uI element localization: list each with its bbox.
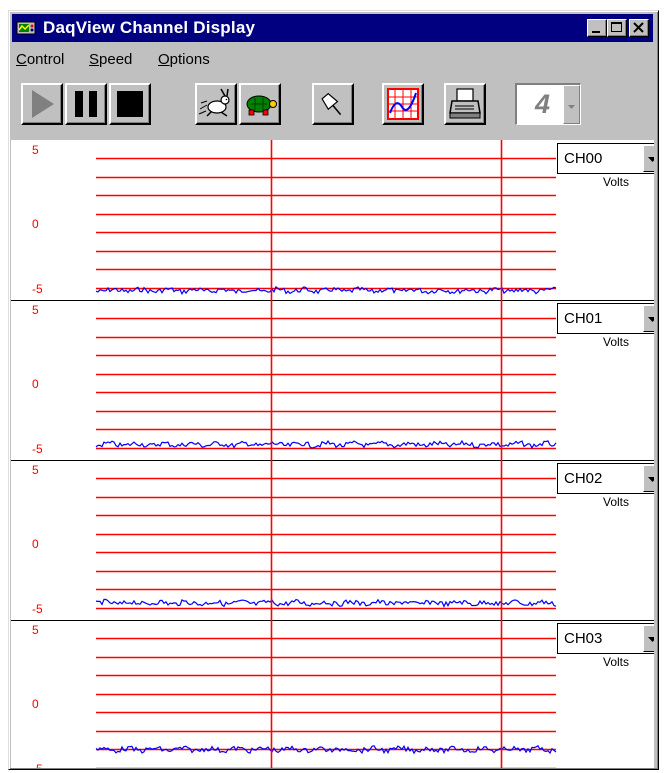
y-axis-label: 5 bbox=[32, 143, 39, 157]
y-axis-label: 5 bbox=[32, 463, 39, 477]
channel-units: Volts bbox=[603, 495, 630, 509]
rate-selector[interactable]: 4 bbox=[515, 83, 581, 125]
turtle-slow-icon bbox=[246, 95, 277, 116]
print-button[interactable] bbox=[444, 83, 486, 125]
channel-strip-ch03 bbox=[11, 620, 654, 768]
play-icon bbox=[32, 90, 54, 118]
y-axis-label: -5 bbox=[32, 602, 43, 616]
channel-select-ch02[interactable]: CH02 bbox=[557, 463, 654, 494]
start-button[interactable] bbox=[21, 83, 63, 125]
chevron-down-icon bbox=[648, 317, 654, 322]
y-axis-label: 0 bbox=[32, 537, 39, 551]
menu-options[interactable]: Options bbox=[158, 51, 210, 68]
channel-units: Volts bbox=[603, 335, 630, 349]
stop-icon bbox=[117, 91, 143, 117]
channel-select-ch03[interactable]: CH03 bbox=[557, 623, 654, 654]
channel-display-area: 5 0 -5 CH00 Volts 5 0 -5 CH01 Volts 5 0 -5 CH02 Volts 5… bbox=[11, 140, 654, 768]
pause-button[interactable] bbox=[65, 83, 107, 125]
y-axis-label: 5 bbox=[32, 303, 39, 317]
chevron-down-icon bbox=[568, 105, 575, 109]
chevron-down-icon bbox=[648, 157, 654, 162]
y-axis-label: -5 bbox=[32, 442, 43, 456]
signal-trace-ch02 bbox=[95, 598, 557, 608]
slower-button[interactable] bbox=[239, 83, 281, 125]
channel-strip-ch00 bbox=[95, 157, 557, 296]
y-axis-label: 5 bbox=[32, 623, 39, 637]
channel-name: CH00 bbox=[564, 150, 603, 167]
chevron-down-icon bbox=[648, 477, 654, 482]
close-icon bbox=[633, 22, 644, 33]
channel-select-ch01[interactable]: CH01 bbox=[557, 303, 654, 334]
strip-chart bbox=[11, 140, 654, 768]
channel-units: Volts bbox=[603, 655, 630, 669]
printer-icon bbox=[449, 88, 481, 119]
y-axis-label: -5 bbox=[32, 282, 43, 296]
signal-trace-ch00 bbox=[95, 285, 557, 296]
channel-strip-ch01 bbox=[11, 300, 654, 450]
channel-units: Volts bbox=[603, 175, 630, 189]
pin-button[interactable] bbox=[312, 83, 354, 125]
channel-dropdown-button[interactable] bbox=[643, 305, 654, 332]
y-axis-label: 0 bbox=[32, 697, 39, 711]
maximize-button[interactable] bbox=[607, 19, 627, 37]
chevron-down-icon bbox=[648, 637, 654, 642]
signal-trace-ch01 bbox=[95, 439, 557, 450]
faster-button[interactable] bbox=[195, 83, 237, 125]
minimize-icon bbox=[592, 31, 600, 33]
menu-bar: Control Speed Options bbox=[12, 44, 653, 72]
rate-value: 4 bbox=[535, 89, 551, 119]
chart-graph-icon bbox=[387, 88, 419, 120]
channel-name: CH01 bbox=[564, 310, 603, 327]
rate-dropdown-button[interactable] bbox=[563, 85, 580, 124]
channel-dropdown-button[interactable] bbox=[643, 625, 654, 652]
signal-trace-ch03 bbox=[95, 744, 557, 755]
minimize-button[interactable] bbox=[587, 19, 607, 37]
title-bar[interactable]: DaqView Channel Display bbox=[12, 14, 653, 42]
stop-button[interactable] bbox=[109, 83, 151, 125]
menu-speed[interactable]: Speed bbox=[89, 51, 133, 68]
y-axis-label: 0 bbox=[32, 217, 39, 231]
channel-select-ch00[interactable]: CH00 bbox=[557, 143, 654, 174]
channel-dropdown-button[interactable] bbox=[643, 465, 654, 492]
graph-view-button[interactable] bbox=[382, 83, 424, 125]
y-axis-label: -5 bbox=[32, 762, 43, 768]
channel-name: CH02 bbox=[564, 470, 603, 487]
y-axis-label: 0 bbox=[32, 377, 39, 391]
channel-strip-ch02 bbox=[11, 460, 654, 610]
maximize-icon bbox=[611, 22, 622, 32]
rabbit-fast-icon bbox=[198, 88, 230, 117]
daqview-app-icon bbox=[16, 21, 36, 35]
channel-dropdown-button[interactable] bbox=[643, 145, 654, 172]
toolbar: 4 bbox=[12, 73, 653, 139]
close-button[interactable] bbox=[629, 19, 649, 37]
channel-name: CH03 bbox=[564, 630, 603, 647]
window-title: DaqView Channel Display bbox=[43, 18, 256, 37]
pushpin-icon bbox=[321, 92, 342, 116]
menu-control[interactable]: Control bbox=[16, 51, 65, 68]
pause-icon bbox=[75, 91, 97, 117]
